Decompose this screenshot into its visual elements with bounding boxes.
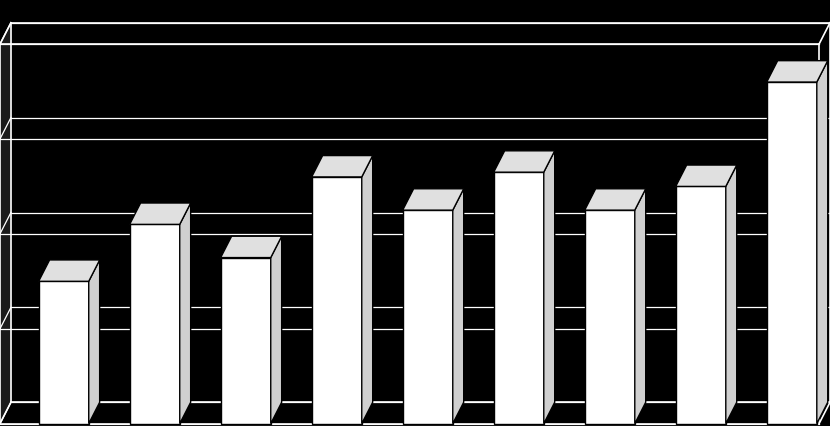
Bar [676,187,725,423]
Bar [494,173,544,423]
Polygon shape [39,260,100,282]
Bar [312,178,362,423]
Polygon shape [271,237,281,423]
Polygon shape [312,156,373,178]
Polygon shape [725,166,737,423]
Polygon shape [362,156,373,423]
Polygon shape [817,61,828,423]
Bar [221,258,271,423]
Polygon shape [0,24,11,423]
Polygon shape [129,204,191,225]
Polygon shape [494,152,554,173]
Polygon shape [403,189,464,210]
Polygon shape [676,166,737,187]
Polygon shape [767,61,828,83]
Polygon shape [635,189,646,423]
Bar [39,282,89,423]
Polygon shape [180,204,191,423]
Polygon shape [89,260,100,423]
Bar [403,210,453,423]
Polygon shape [453,189,464,423]
Bar [129,225,180,423]
Polygon shape [544,152,554,423]
Polygon shape [221,237,281,258]
Bar [584,210,635,423]
Bar [767,83,817,423]
Polygon shape [584,189,646,210]
